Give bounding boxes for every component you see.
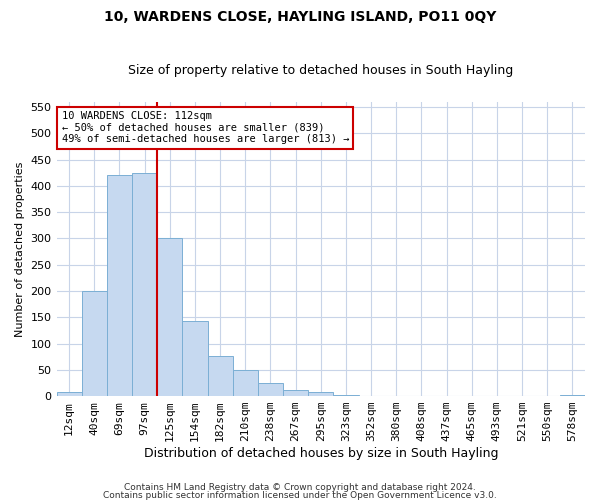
Bar bbox=[56, 392, 82, 396]
Bar bbox=[334, 395, 359, 396]
Bar bbox=[308, 392, 334, 396]
Text: Contains public sector information licensed under the Open Government Licence v3: Contains public sector information licen… bbox=[103, 491, 497, 500]
Bar bbox=[107, 176, 132, 396]
Text: 10 WARDENS CLOSE: 112sqm
← 50% of detached houses are smaller (839)
49% of semi-: 10 WARDENS CLOSE: 112sqm ← 50% of detach… bbox=[62, 111, 349, 144]
Bar bbox=[283, 390, 308, 396]
X-axis label: Distribution of detached houses by size in South Hayling: Distribution of detached houses by size … bbox=[143, 447, 498, 460]
Bar bbox=[560, 394, 585, 396]
Bar bbox=[132, 172, 157, 396]
Text: Contains HM Land Registry data © Crown copyright and database right 2024.: Contains HM Land Registry data © Crown c… bbox=[124, 484, 476, 492]
Y-axis label: Number of detached properties: Number of detached properties bbox=[15, 161, 25, 336]
Bar bbox=[233, 370, 258, 396]
Bar bbox=[157, 238, 182, 396]
Text: 10, WARDENS CLOSE, HAYLING ISLAND, PO11 0QY: 10, WARDENS CLOSE, HAYLING ISLAND, PO11 … bbox=[104, 10, 496, 24]
Bar bbox=[258, 384, 283, 396]
Bar bbox=[208, 356, 233, 396]
Title: Size of property relative to detached houses in South Hayling: Size of property relative to detached ho… bbox=[128, 64, 514, 77]
Bar bbox=[82, 291, 107, 396]
Bar bbox=[182, 321, 208, 396]
